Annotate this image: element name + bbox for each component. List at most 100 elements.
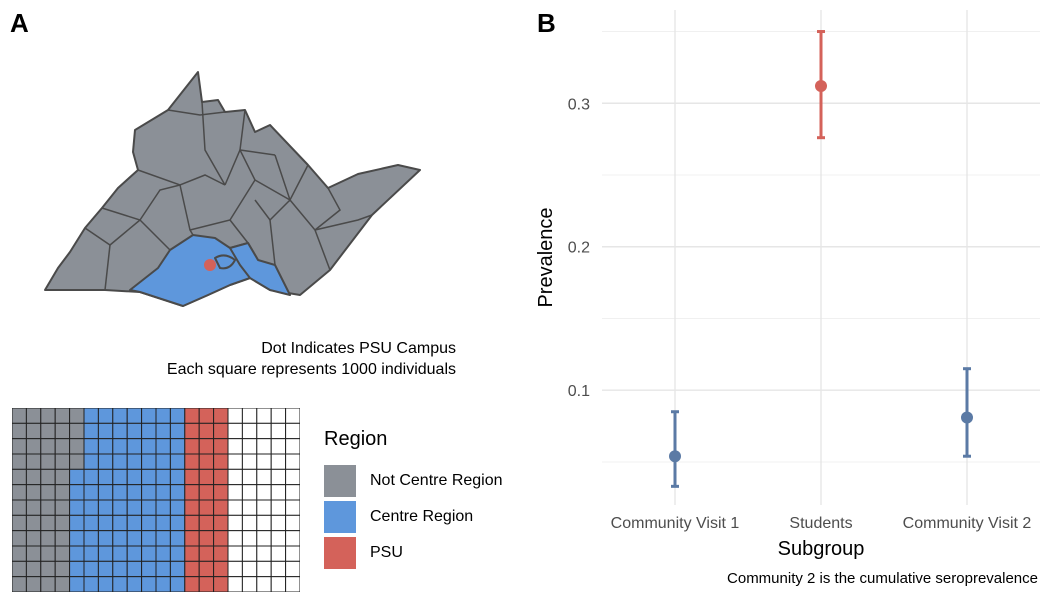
waffle-square bbox=[256, 560, 272, 578]
waffle-square bbox=[213, 560, 229, 578]
waffle-square bbox=[69, 545, 85, 562]
waffle-square bbox=[112, 453, 128, 470]
waffle-square bbox=[227, 545, 243, 562]
waffle-square bbox=[184, 514, 200, 532]
waffle-square bbox=[12, 484, 27, 501]
waffle-square bbox=[126, 468, 143, 486]
waffle-square bbox=[198, 408, 215, 424]
waffle-square bbox=[25, 408, 42, 424]
waffle-square bbox=[270, 499, 287, 516]
waffle-square bbox=[198, 468, 215, 486]
waffle-square bbox=[155, 422, 171, 440]
legend-swatch-psu bbox=[324, 537, 356, 569]
waffle-square bbox=[241, 422, 258, 440]
waffle-square bbox=[184, 422, 200, 440]
waffle-square bbox=[69, 453, 85, 470]
map-caption-dot: Dot Indicates PSU Campus bbox=[261, 340, 456, 357]
legend-swatch-not-centre bbox=[324, 465, 356, 497]
panel-a-label: A bbox=[10, 8, 29, 38]
waffle-square bbox=[241, 438, 258, 455]
waffle-square bbox=[25, 560, 42, 578]
waffle-square bbox=[54, 545, 71, 562]
waffle-square bbox=[155, 484, 171, 501]
waffle-square bbox=[141, 530, 157, 547]
waffle-square bbox=[12, 514, 27, 532]
centre-county-map bbox=[44, 71, 421, 307]
waffle-square bbox=[227, 530, 243, 547]
waffle-square bbox=[83, 560, 99, 578]
waffle-square bbox=[12, 453, 27, 470]
waffle-square bbox=[25, 545, 42, 562]
waffle-square bbox=[40, 408, 56, 424]
waffle-square bbox=[285, 499, 300, 516]
waffle-square bbox=[97, 560, 114, 578]
waffle-square bbox=[112, 499, 128, 516]
waffle-square bbox=[69, 468, 85, 486]
waffle-square bbox=[83, 453, 99, 470]
waffle-square bbox=[83, 438, 99, 455]
waffle-square bbox=[69, 576, 85, 592]
waffle-square bbox=[25, 453, 42, 470]
waffle-square bbox=[198, 484, 215, 501]
waffle-square bbox=[69, 422, 85, 440]
waffle-square bbox=[285, 468, 300, 486]
waffle-square bbox=[97, 408, 114, 424]
waffle-square bbox=[270, 422, 287, 440]
waffle-square bbox=[141, 499, 157, 516]
waffle-square bbox=[97, 499, 114, 516]
waffle-square bbox=[213, 468, 229, 486]
waffle-square bbox=[227, 468, 243, 486]
legend-label-centre: Centre Region bbox=[370, 508, 474, 525]
waffle-square bbox=[198, 545, 215, 562]
prevalence-chart: 0.1 0.2 0.3 Community Visit 1 Students Commun… bbox=[535, 10, 1040, 560]
waffle-square bbox=[198, 530, 215, 547]
waffle-square bbox=[83, 514, 99, 532]
waffle-square bbox=[83, 576, 99, 592]
waffle-square bbox=[40, 576, 56, 592]
y-axis-title: Prevalence bbox=[535, 207, 557, 307]
waffle-square bbox=[54, 499, 71, 516]
waffle-square bbox=[256, 514, 272, 532]
waffle-square bbox=[126, 408, 143, 424]
waffle-square bbox=[285, 576, 300, 592]
waffle-square bbox=[12, 530, 27, 547]
waffle-square bbox=[241, 545, 258, 562]
waffle-square bbox=[241, 408, 258, 424]
waffle-square bbox=[126, 453, 143, 470]
waffle-square bbox=[198, 514, 215, 532]
legend-swatch-centre bbox=[324, 501, 356, 533]
y-tick-label: 0.1 bbox=[568, 383, 590, 400]
waffle-square bbox=[141, 560, 157, 578]
waffle-square bbox=[112, 560, 128, 578]
waffle-square bbox=[184, 453, 200, 470]
waffle-square bbox=[270, 514, 287, 532]
waffle-square bbox=[69, 530, 85, 547]
waffle-square bbox=[241, 514, 258, 532]
footnote: Community 2 is the cumulative seropreval… bbox=[727, 570, 1038, 587]
waffle-chart bbox=[12, 408, 300, 592]
waffle-square bbox=[112, 438, 128, 455]
waffle-square bbox=[184, 576, 200, 592]
waffle-square bbox=[112, 422, 128, 440]
waffle-square bbox=[141, 453, 157, 470]
waffle-square bbox=[97, 484, 114, 501]
legend-item-centre: Centre Region bbox=[324, 501, 503, 533]
waffle-square bbox=[213, 408, 229, 424]
map-caption-square: Each square represents 1000 individuals bbox=[166, 361, 456, 378]
waffle-square bbox=[12, 438, 27, 455]
waffle-square bbox=[25, 468, 42, 486]
waffle-square bbox=[155, 468, 171, 486]
waffle-square bbox=[155, 530, 171, 547]
waffle-square bbox=[227, 453, 243, 470]
waffle-square bbox=[25, 499, 42, 516]
waffle-square bbox=[184, 560, 200, 578]
waffle-square bbox=[169, 560, 186, 578]
waffle-square bbox=[198, 560, 215, 578]
waffle-square bbox=[126, 422, 143, 440]
waffle-square bbox=[256, 576, 272, 592]
waffle-square bbox=[141, 422, 157, 440]
waffle-square bbox=[40, 422, 56, 440]
waffle-square bbox=[227, 422, 243, 440]
waffle-square bbox=[155, 514, 171, 532]
waffle-square bbox=[112, 468, 128, 486]
